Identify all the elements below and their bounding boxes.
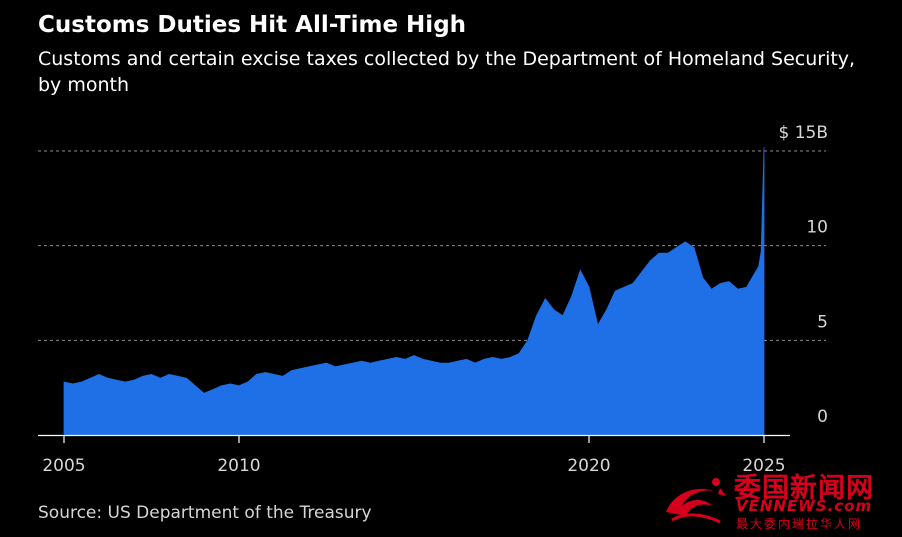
watermark-tagline: 最大委内瑞拉华人网 bbox=[736, 517, 863, 531]
x-tick-label-2020: 2020 bbox=[567, 456, 610, 476]
series-layer bbox=[63, 147, 765, 436]
x-tick-label-2025: 2025 bbox=[742, 456, 785, 476]
axes bbox=[38, 434, 790, 443]
y-tick-label-10: 10 bbox=[806, 218, 828, 238]
watermark-brand-en: VENNEWS.com bbox=[736, 497, 873, 515]
dragon-logo-icon bbox=[666, 478, 726, 524]
y-tick-label-5: 5 bbox=[817, 312, 828, 332]
chart-title: Customs Duties Hit All-Time High bbox=[38, 12, 467, 38]
x-tick-label-2010: 2010 bbox=[217, 456, 260, 476]
watermark: 委国新闻网 VENNEWS.com 最大委内瑞拉华人网 bbox=[660, 466, 896, 532]
y-tick-label-0: 0 bbox=[817, 407, 828, 427]
y-tick-label-15: $ 15B bbox=[778, 123, 828, 143]
x-tick-label-2005: 2005 bbox=[42, 456, 85, 476]
source-note: Source: US Department of the Treasury bbox=[38, 503, 372, 523]
tick-labels: 2005 2010 2020 2025 $ 15B 10 5 0 bbox=[42, 123, 828, 476]
series-area-0 bbox=[63, 147, 765, 436]
watermark-brand-cn: 委国新闻网 bbox=[734, 473, 874, 504]
chart-subtitle: Customs and certain excise taxes collect… bbox=[38, 48, 856, 96]
